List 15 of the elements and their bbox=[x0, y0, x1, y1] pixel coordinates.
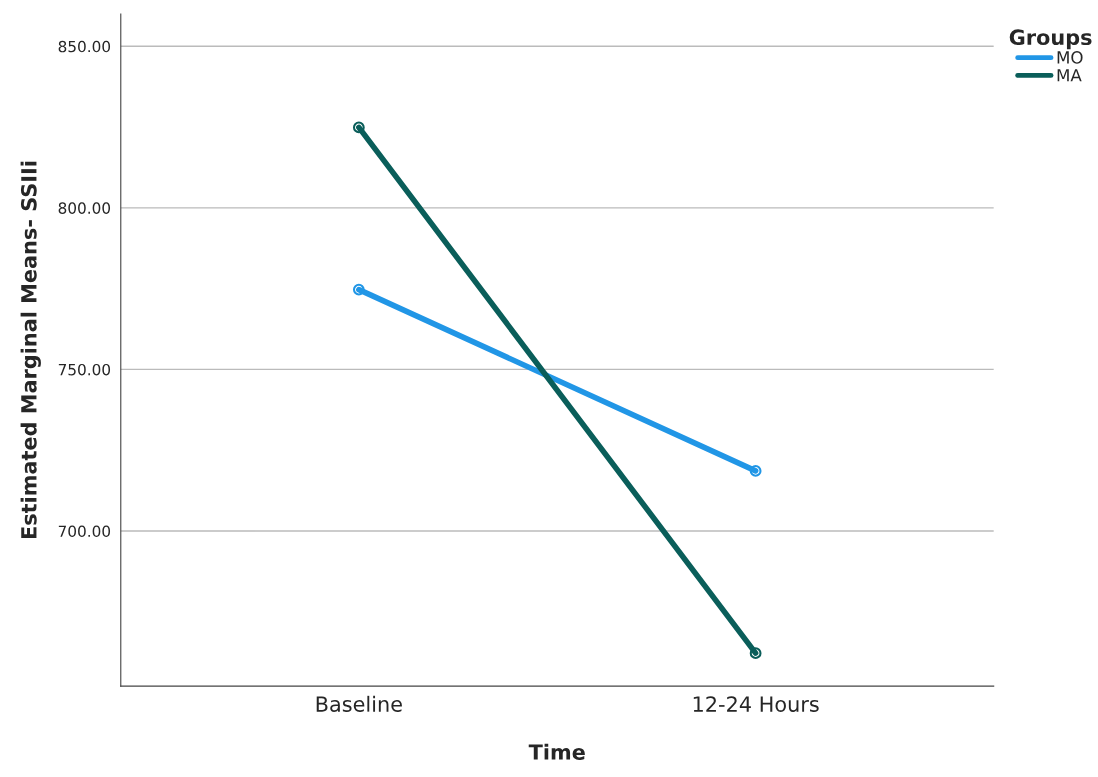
legend-label: MO bbox=[1057, 51, 1083, 64]
y-tick-label: 800.00 bbox=[58, 202, 111, 214]
y-tick-label: 850.00 bbox=[58, 40, 111, 53]
legend-label: MA bbox=[1057, 69, 1082, 82]
legend-title: Groups bbox=[1009, 29, 1092, 50]
y-tick-label: 700.00 bbox=[58, 525, 111, 538]
y-axis-title: Estimated Marginal Means- SSIIi bbox=[20, 161, 41, 539]
x-tick-label: 12-24 Hours bbox=[693, 696, 819, 712]
x-axis-title: Time bbox=[528, 743, 585, 760]
point bbox=[749, 464, 762, 477]
point bbox=[352, 121, 365, 134]
x-tick-label: Baseline bbox=[316, 695, 402, 712]
point bbox=[352, 283, 365, 296]
point bbox=[749, 647, 762, 660]
y-tick-label: 750.00 bbox=[58, 363, 111, 376]
